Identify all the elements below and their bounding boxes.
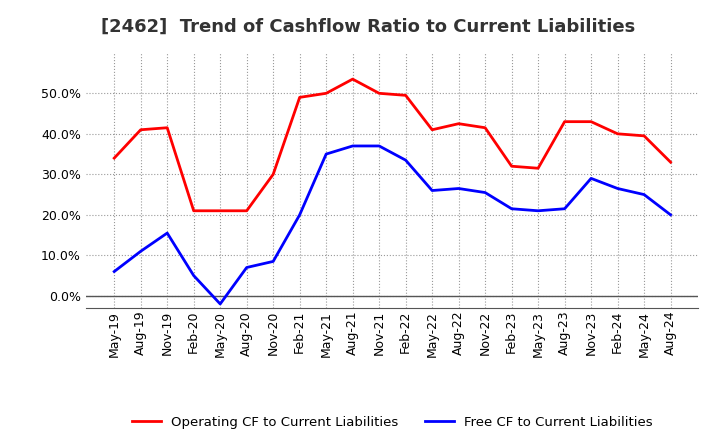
Free CF to Current Liabilities [216, 301, 225, 307]
Free CF to Current Liabilities [640, 192, 649, 197]
Operating CF to Current Liabilities [401, 93, 410, 98]
Operating CF to Current Liabilities [243, 208, 251, 213]
Operating CF to Current Liabilities [110, 155, 119, 161]
Line: Free CF to Current Liabilities: Free CF to Current Liabilities [114, 146, 670, 304]
Operating CF to Current Liabilities [295, 95, 304, 100]
Free CF to Current Liabilities [269, 259, 277, 264]
Operating CF to Current Liabilities [269, 172, 277, 177]
Operating CF to Current Liabilities [189, 208, 198, 213]
Free CF to Current Liabilities [163, 231, 171, 236]
Free CF to Current Liabilities [454, 186, 463, 191]
Operating CF to Current Liabilities [348, 77, 357, 82]
Free CF to Current Liabilities [508, 206, 516, 211]
Free CF to Current Liabilities [428, 188, 436, 193]
Operating CF to Current Liabilities [560, 119, 569, 125]
Free CF to Current Liabilities [587, 176, 595, 181]
Operating CF to Current Liabilities [454, 121, 463, 126]
Operating CF to Current Liabilities [375, 91, 384, 96]
Free CF to Current Liabilities [613, 186, 622, 191]
Free CF to Current Liabilities [136, 249, 145, 254]
Free CF to Current Liabilities [243, 265, 251, 270]
Free CF to Current Liabilities [375, 143, 384, 149]
Operating CF to Current Liabilities [640, 133, 649, 139]
Free CF to Current Liabilities [401, 158, 410, 163]
Free CF to Current Liabilities [666, 212, 675, 217]
Operating CF to Current Liabilities [428, 127, 436, 132]
Operating CF to Current Liabilities [136, 127, 145, 132]
Operating CF to Current Liabilities [163, 125, 171, 130]
Free CF to Current Liabilities [481, 190, 490, 195]
Free CF to Current Liabilities [560, 206, 569, 211]
Operating CF to Current Liabilities [534, 165, 542, 171]
Free CF to Current Liabilities [534, 208, 542, 213]
Operating CF to Current Liabilities [613, 131, 622, 136]
Line: Operating CF to Current Liabilities: Operating CF to Current Liabilities [114, 79, 670, 211]
Operating CF to Current Liabilities [216, 208, 225, 213]
Legend: Operating CF to Current Liabilities, Free CF to Current Liabilities: Operating CF to Current Liabilities, Fre… [127, 410, 658, 434]
Text: [2462]  Trend of Cashflow Ratio to Current Liabilities: [2462] Trend of Cashflow Ratio to Curren… [101, 18, 635, 36]
Free CF to Current Liabilities [348, 143, 357, 149]
Free CF to Current Liabilities [189, 273, 198, 278]
Free CF to Current Liabilities [110, 269, 119, 274]
Free CF to Current Liabilities [295, 212, 304, 217]
Operating CF to Current Liabilities [481, 125, 490, 130]
Operating CF to Current Liabilities [322, 91, 330, 96]
Operating CF to Current Liabilities [508, 164, 516, 169]
Free CF to Current Liabilities [322, 151, 330, 157]
Operating CF to Current Liabilities [666, 160, 675, 165]
Operating CF to Current Liabilities [587, 119, 595, 125]
